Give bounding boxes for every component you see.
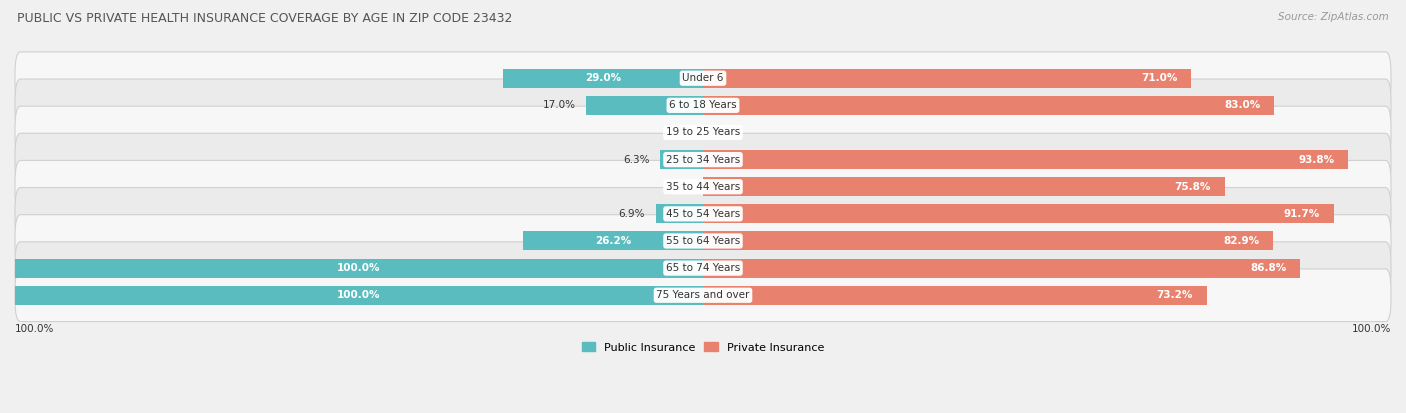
Text: 65 to 74 Years: 65 to 74 Years — [666, 263, 740, 273]
FancyBboxPatch shape — [15, 269, 1391, 322]
Text: 71.0%: 71.0% — [1142, 73, 1178, 83]
Text: 26.2%: 26.2% — [595, 236, 631, 246]
Text: 17.0%: 17.0% — [543, 100, 575, 110]
FancyBboxPatch shape — [15, 160, 1391, 213]
Bar — [659, 150, 703, 169]
FancyBboxPatch shape — [15, 106, 1391, 159]
FancyBboxPatch shape — [15, 133, 1391, 186]
Text: 100.0%: 100.0% — [337, 290, 381, 300]
FancyBboxPatch shape — [15, 79, 1391, 132]
FancyBboxPatch shape — [15, 215, 1391, 267]
Bar — [703, 259, 1301, 278]
Text: 55 to 64 Years: 55 to 64 Years — [666, 236, 740, 246]
Text: 6.3%: 6.3% — [623, 154, 650, 165]
Bar — [15, 259, 703, 278]
Text: 6 to 18 Years: 6 to 18 Years — [669, 100, 737, 110]
Text: 100.0%: 100.0% — [1351, 324, 1391, 334]
Text: 29.0%: 29.0% — [585, 73, 621, 83]
Text: 83.0%: 83.0% — [1225, 100, 1260, 110]
FancyBboxPatch shape — [15, 52, 1391, 104]
Text: 45 to 54 Years: 45 to 54 Years — [666, 209, 740, 219]
Text: 0.0%: 0.0% — [713, 128, 740, 138]
Text: 75.8%: 75.8% — [1174, 182, 1211, 192]
Legend: Public Insurance, Private Insurance: Public Insurance, Private Insurance — [578, 338, 828, 357]
Text: 73.2%: 73.2% — [1157, 290, 1192, 300]
Bar — [15, 286, 703, 305]
Text: 35 to 44 Years: 35 to 44 Years — [666, 182, 740, 192]
Text: 25 to 34 Years: 25 to 34 Years — [666, 154, 740, 165]
Bar — [523, 232, 703, 251]
Bar — [503, 69, 703, 88]
Bar — [703, 232, 1274, 251]
Text: Under 6: Under 6 — [682, 73, 724, 83]
Text: 6.9%: 6.9% — [619, 209, 645, 219]
Text: 91.7%: 91.7% — [1284, 209, 1320, 219]
Bar — [655, 204, 703, 223]
Bar — [703, 177, 1225, 196]
Text: 0.0%: 0.0% — [666, 182, 693, 192]
Text: 82.9%: 82.9% — [1223, 236, 1260, 246]
Text: 86.8%: 86.8% — [1250, 263, 1286, 273]
Text: 93.8%: 93.8% — [1299, 154, 1334, 165]
Bar — [703, 69, 1191, 88]
Text: 100.0%: 100.0% — [15, 324, 55, 334]
Text: 19 to 25 Years: 19 to 25 Years — [666, 128, 740, 138]
Bar — [703, 286, 1206, 305]
Text: 0.0%: 0.0% — [666, 128, 693, 138]
Text: Source: ZipAtlas.com: Source: ZipAtlas.com — [1278, 12, 1389, 22]
FancyBboxPatch shape — [15, 242, 1391, 294]
Text: 100.0%: 100.0% — [337, 263, 381, 273]
Bar — [703, 150, 1348, 169]
Bar — [586, 96, 703, 115]
Text: PUBLIC VS PRIVATE HEALTH INSURANCE COVERAGE BY AGE IN ZIP CODE 23432: PUBLIC VS PRIVATE HEALTH INSURANCE COVER… — [17, 12, 512, 25]
Bar — [703, 96, 1274, 115]
Text: 75 Years and over: 75 Years and over — [657, 290, 749, 300]
Bar — [703, 204, 1334, 223]
FancyBboxPatch shape — [15, 188, 1391, 240]
